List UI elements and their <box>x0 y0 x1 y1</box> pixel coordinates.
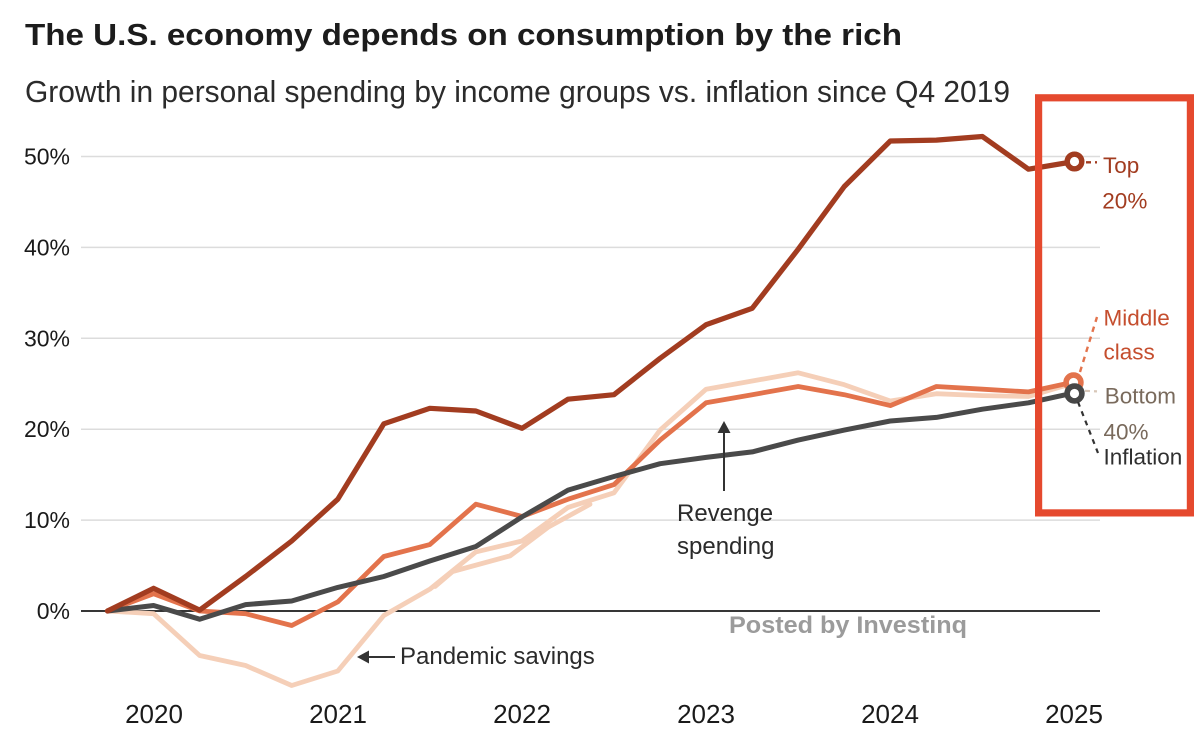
svg-text:Pandemic savings: Pandemic savings <box>400 643 595 670</box>
svg-text:2024: 2024 <box>861 699 919 729</box>
svg-text:2023: 2023 <box>677 699 735 729</box>
svg-text:Posted by Investinq: Posted by Investinq <box>729 612 967 639</box>
svg-text:0%: 0% <box>37 598 70 624</box>
svg-text:30%: 30% <box>24 325 70 351</box>
svg-text:20%: 20% <box>24 416 70 442</box>
svg-text:50%: 50% <box>24 144 70 170</box>
svg-text:2022: 2022 <box>493 699 551 729</box>
svg-text:Inflation: Inflation <box>1104 444 1183 469</box>
svg-text:Bottom: Bottom <box>1105 383 1176 408</box>
svg-text:10%: 10% <box>24 507 70 533</box>
svg-text:Growth in personal spending by: Growth in personal spending by income gr… <box>25 74 1010 109</box>
svg-text:20%: 20% <box>1102 189 1147 214</box>
svg-text:Top: Top <box>1103 153 1139 178</box>
svg-text:2020: 2020 <box>125 699 183 729</box>
svg-text:Middle: Middle <box>1104 306 1170 331</box>
svg-text:class: class <box>1104 340 1155 365</box>
svg-text:40%: 40% <box>1104 420 1149 445</box>
svg-text:The U.S. economy depends on co: The U.S. economy depends on consumption … <box>25 17 902 52</box>
svg-text:2021: 2021 <box>309 699 367 729</box>
svg-text:spending: spending <box>677 533 774 560</box>
svg-text:40%: 40% <box>24 234 70 260</box>
svg-text:2025: 2025 <box>1045 699 1103 729</box>
svg-text:Revenge: Revenge <box>677 500 773 527</box>
